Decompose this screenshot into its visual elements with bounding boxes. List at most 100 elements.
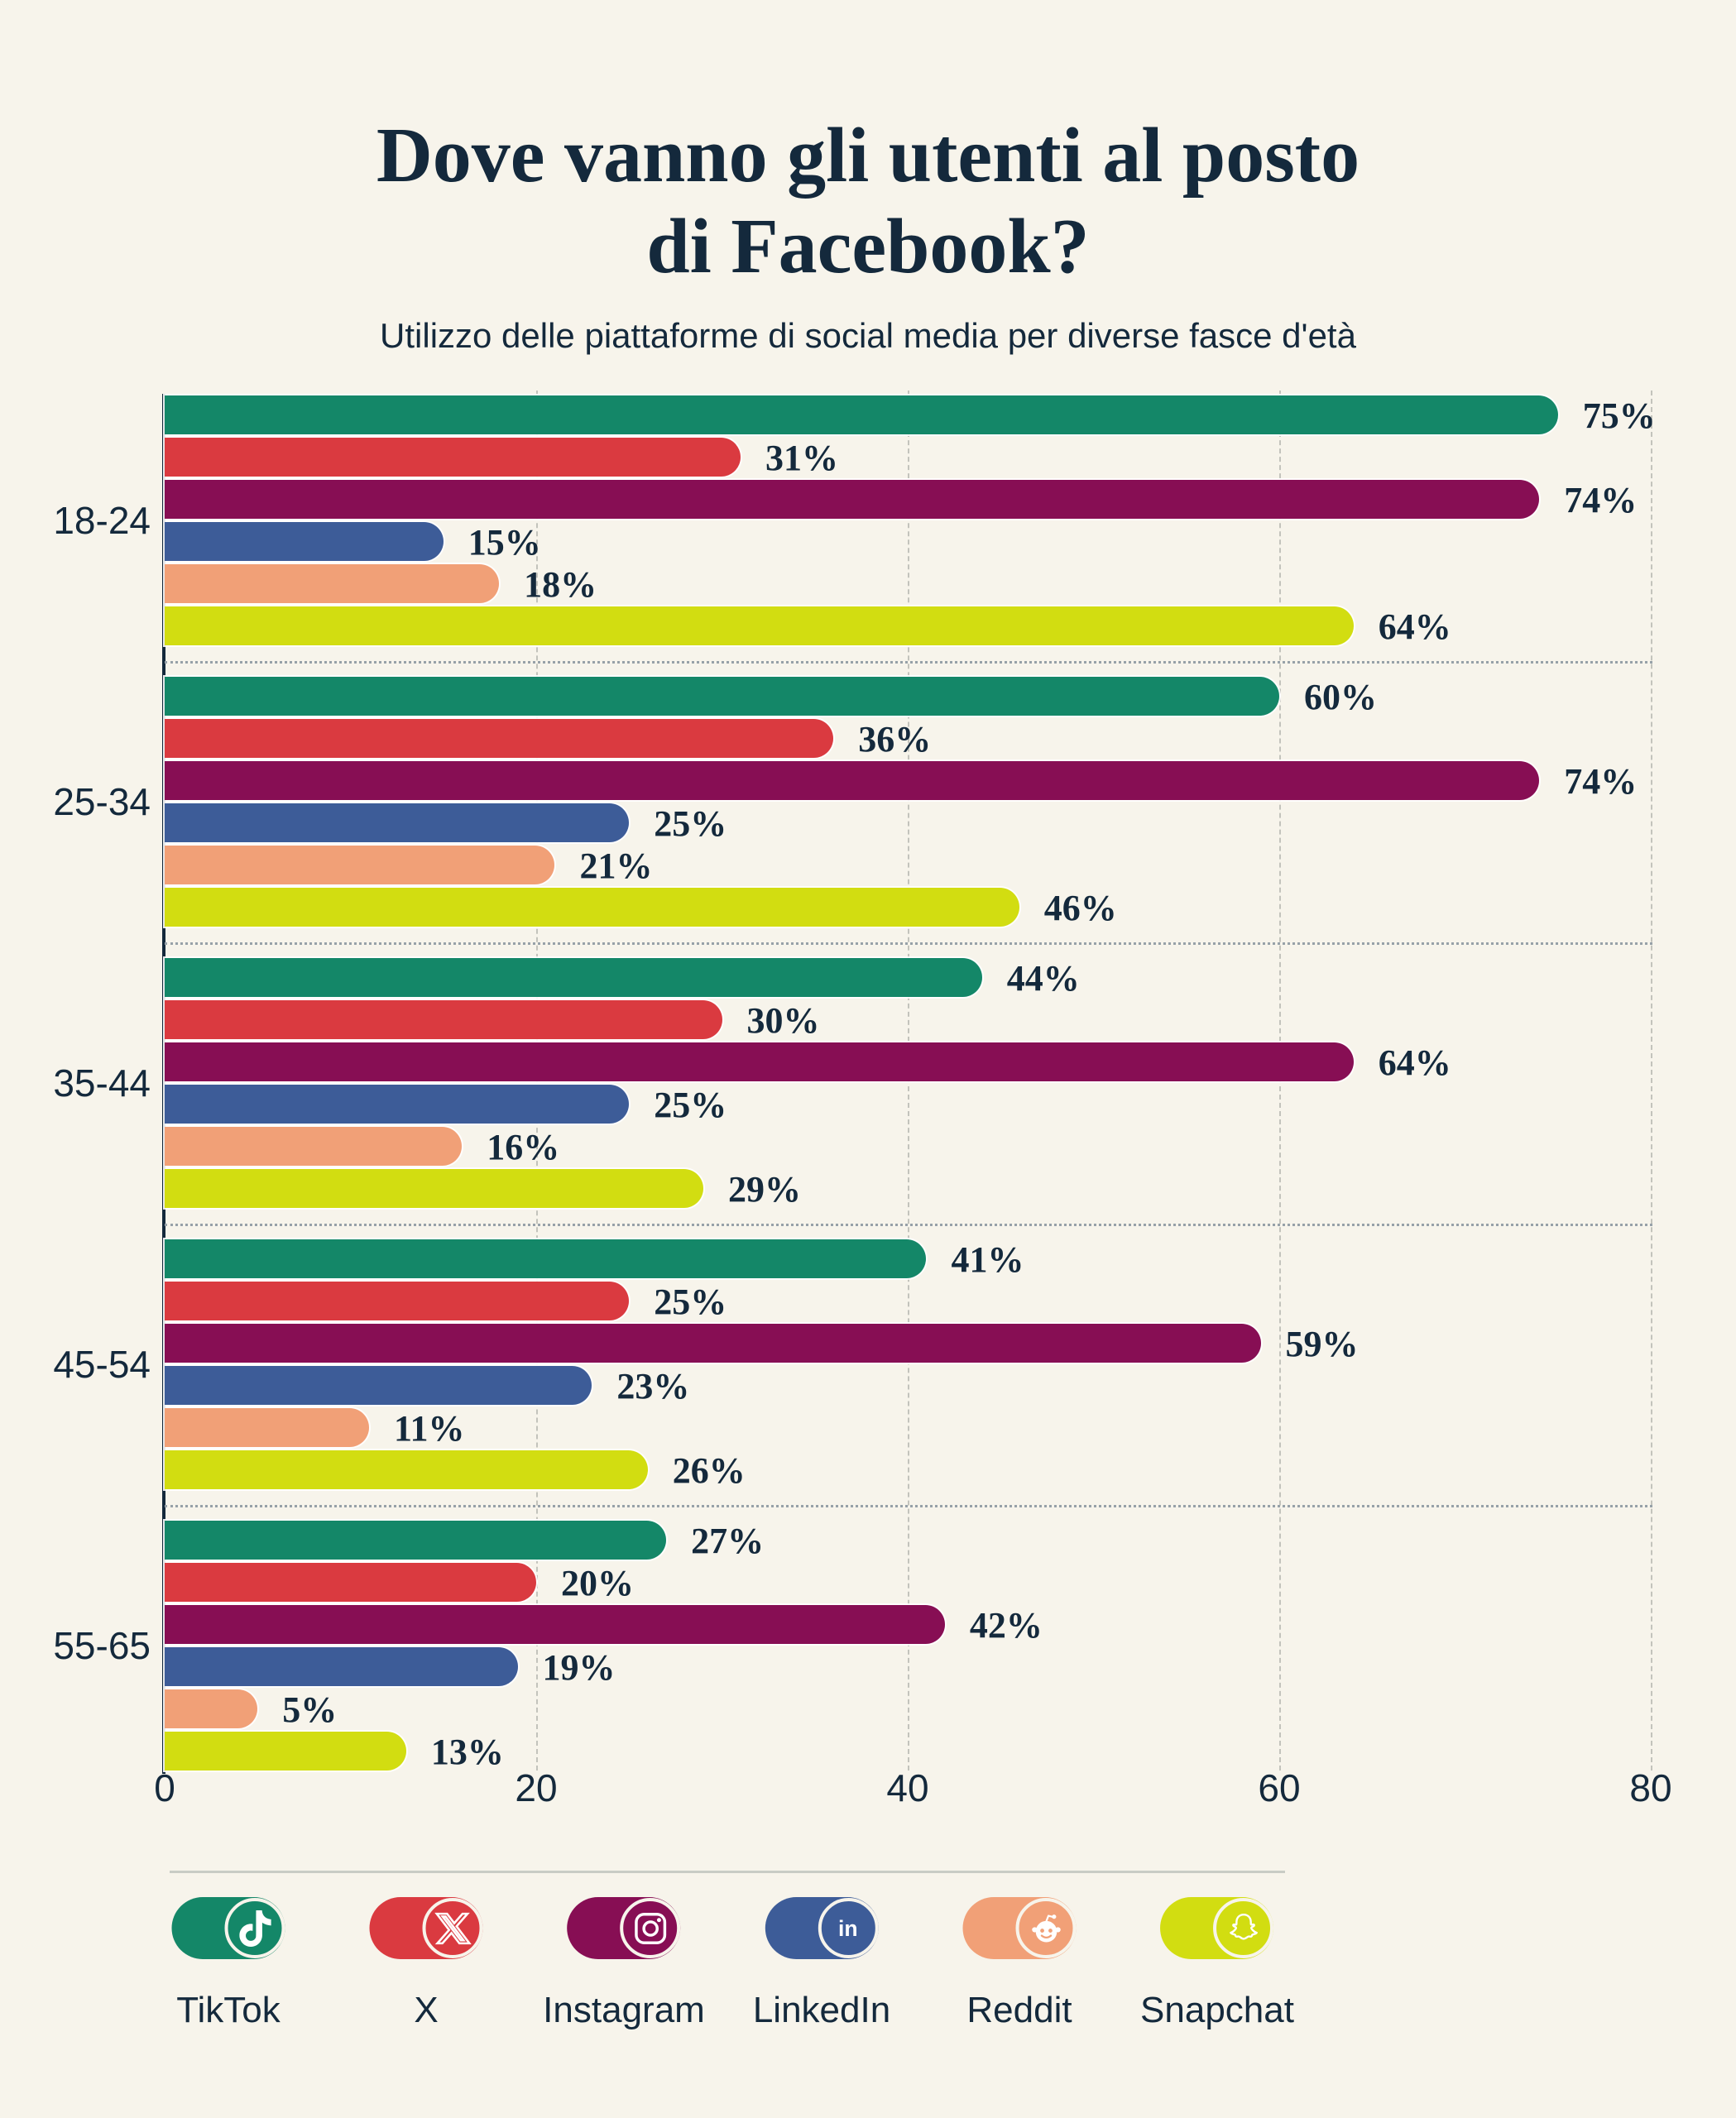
group-separator bbox=[165, 942, 1652, 945]
bar-instagram-18-24 bbox=[165, 480, 1540, 519]
legend-pill-tiktok bbox=[171, 1897, 285, 1959]
value-label-tiktok-25-34: 60% bbox=[1304, 677, 1377, 717]
value-label-linkedin-45-54: 23% bbox=[616, 1366, 690, 1406]
bar-tiktok-45-54 bbox=[165, 1239, 927, 1278]
y-axis-line bbox=[162, 394, 165, 1774]
value-label-x-18-24: 31% bbox=[765, 438, 838, 478]
bar-snapchat-35-44 bbox=[165, 1169, 704, 1208]
bar-x-35-44 bbox=[165, 1000, 722, 1039]
category-label-55-65: 55-65 bbox=[53, 1624, 151, 1667]
x-icon bbox=[422, 1898, 483, 1958]
value-label-linkedin-55-65: 19% bbox=[542, 1647, 616, 1688]
legend-label-linkedin: LinkedIn bbox=[752, 1990, 891, 2030]
value-label-snapchat-18-24: 64% bbox=[1378, 606, 1451, 647]
bar-x-45-54 bbox=[165, 1282, 630, 1320]
group-separator bbox=[165, 1224, 1652, 1226]
x-tick-40: 40 bbox=[886, 1766, 929, 1809]
x-tick-20: 20 bbox=[515, 1766, 558, 1809]
value-label-instagram-55-65: 42% bbox=[969, 1605, 1043, 1646]
category-label-45-54: 45-54 bbox=[53, 1343, 151, 1386]
value-label-reddit-45-54: 11% bbox=[393, 1408, 465, 1449]
value-label-x-45-54: 25% bbox=[654, 1282, 727, 1322]
page-title: Dove vanno gli utenti al posto di Faceboo… bbox=[0, 110, 1736, 292]
tiktok-icon bbox=[224, 1898, 285, 1958]
bar-instagram-45-54 bbox=[165, 1324, 1261, 1363]
svg-text:in: in bbox=[838, 1916, 858, 1941]
bar-reddit-35-44 bbox=[165, 1127, 463, 1166]
value-label-instagram-35-44: 64% bbox=[1378, 1042, 1451, 1083]
bar-chart-plot-area: 0 20 40 60 80 18-24 75% 31% 74% 15% 18% 64% 25-34 60%… bbox=[53, 391, 1687, 1809]
legend-pill-x bbox=[369, 1897, 483, 1959]
bar-reddit-25-34 bbox=[165, 846, 555, 884]
legend-pill-snapchat bbox=[1160, 1897, 1274, 1959]
snapchat-icon bbox=[1213, 1898, 1274, 1958]
legend-pill-instagram bbox=[567, 1897, 681, 1959]
bar-linkedin-45-54 bbox=[165, 1366, 592, 1405]
value-label-snapchat-35-44: 29% bbox=[728, 1169, 802, 1210]
legend-pill-reddit bbox=[962, 1897, 1077, 1959]
legend-item-x: X bbox=[369, 1897, 483, 2031]
x-tick-80: 80 bbox=[1629, 1766, 1672, 1809]
value-label-x-35-44: 30% bbox=[746, 1000, 820, 1041]
bar-instagram-25-34 bbox=[165, 761, 1540, 800]
bar-tiktok-25-34 bbox=[165, 677, 1279, 716]
bar-tiktok-55-65 bbox=[165, 1521, 667, 1560]
group-separator bbox=[165, 1505, 1652, 1507]
value-label-linkedin-25-34: 25% bbox=[654, 803, 727, 844]
bar-reddit-45-54 bbox=[165, 1408, 369, 1447]
bar-linkedin-18-24 bbox=[165, 522, 444, 561]
value-label-linkedin-18-24: 15% bbox=[468, 522, 541, 563]
value-label-instagram-18-24: 74% bbox=[1564, 480, 1638, 520]
reddit-icon bbox=[1015, 1898, 1077, 1958]
bar-snapchat-55-65 bbox=[165, 1732, 406, 1771]
page-title-line2: di Facebook? bbox=[646, 203, 1090, 290]
value-label-tiktok-55-65: 27% bbox=[691, 1521, 765, 1561]
bar-snapchat-25-34 bbox=[165, 888, 1019, 927]
legend-label-snapchat: Snapchat bbox=[1140, 1990, 1294, 2030]
legend-pill-linkedin: in bbox=[765, 1897, 879, 1959]
bar-tiktok-35-44 bbox=[165, 958, 982, 997]
legend-item-tiktok: TikTok bbox=[171, 1897, 285, 2031]
bar-linkedin-35-44 bbox=[165, 1085, 630, 1124]
bar-reddit-55-65 bbox=[165, 1689, 258, 1728]
value-label-snapchat-55-65: 13% bbox=[430, 1732, 504, 1772]
value-label-reddit-18-24: 18% bbox=[524, 564, 597, 605]
bar-linkedin-25-34 bbox=[165, 803, 630, 842]
linkedin-icon: in bbox=[818, 1898, 879, 1958]
bar-x-18-24 bbox=[165, 438, 741, 477]
value-label-snapchat-25-34: 46% bbox=[1043, 888, 1117, 928]
bar-tiktok-18-24 bbox=[165, 395, 1558, 434]
legend-label-reddit: Reddit bbox=[966, 1990, 1072, 2030]
legend-label-tiktok: TikTok bbox=[176, 1990, 281, 2030]
bar-x-55-65 bbox=[165, 1563, 536, 1602]
category-label-25-34: 25-34 bbox=[53, 780, 151, 823]
category-label-18-24: 18-24 bbox=[53, 499, 151, 542]
value-label-reddit-55-65: 5% bbox=[282, 1689, 338, 1730]
value-label-snapchat-45-54: 26% bbox=[672, 1450, 746, 1491]
value-label-instagram-45-54: 59% bbox=[1285, 1324, 1359, 1364]
value-label-linkedin-35-44: 25% bbox=[654, 1085, 727, 1125]
category-label-35-44: 35-44 bbox=[53, 1061, 151, 1105]
bar-linkedin-55-65 bbox=[165, 1647, 518, 1686]
value-label-tiktok-18-24: 75% bbox=[1582, 395, 1656, 436]
legend-item-reddit: Reddit bbox=[962, 1897, 1077, 2031]
bar-snapchat-18-24 bbox=[165, 606, 1354, 645]
x-tick-60: 60 bbox=[1258, 1766, 1301, 1809]
bar-reddit-18-24 bbox=[165, 564, 500, 603]
page-title-line1: Dove vanno gli utenti al posto bbox=[376, 112, 1360, 199]
value-label-tiktok-35-44: 44% bbox=[1006, 958, 1080, 999]
gridline-80 bbox=[1651, 391, 1652, 1771]
bar-snapchat-45-54 bbox=[165, 1450, 648, 1489]
bar-x-25-34 bbox=[165, 719, 834, 758]
bar-instagram-35-44 bbox=[165, 1042, 1354, 1081]
legend-label-x: X bbox=[414, 1990, 439, 2030]
page-subtitle: Utilizzo delle piattaforme di social med… bbox=[380, 316, 1356, 355]
value-label-x-25-34: 36% bbox=[858, 719, 932, 760]
value-label-reddit-25-34: 21% bbox=[579, 846, 653, 886]
legend-item-linkedin: in LinkedIn bbox=[753, 1897, 890, 2031]
group-separator bbox=[165, 661, 1652, 664]
value-label-reddit-35-44: 16% bbox=[487, 1127, 560, 1167]
value-label-x-55-65: 20% bbox=[561, 1563, 634, 1603]
legend-label-instagram: Instagram bbox=[543, 1990, 705, 2030]
